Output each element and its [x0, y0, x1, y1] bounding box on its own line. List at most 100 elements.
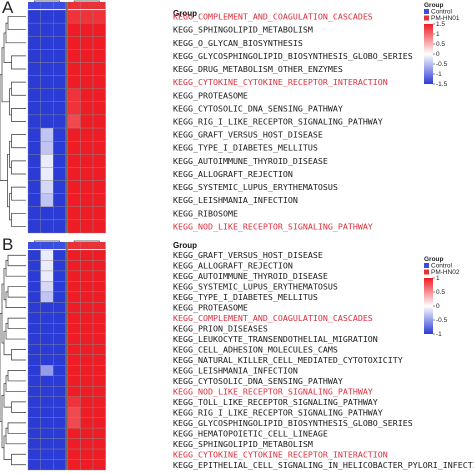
heatmap-cell	[80, 406, 94, 418]
heatmap-cell	[67, 114, 81, 129]
heatmap-cell	[67, 459, 81, 471]
heatmap-cell	[53, 36, 66, 50]
heatmap-cell	[80, 75, 94, 89]
legend-swatch	[424, 15, 429, 21]
row-label: KEGG_GRAFT_VERSUS_HOST_DISEASE	[173, 130, 323, 140]
dendrogram-branch	[7, 16, 26, 31]
heatmap-cell	[53, 438, 66, 450]
colorbar-tick-label: 1	[436, 275, 440, 282]
heatmap-cell	[92, 375, 106, 387]
heatmap-cell	[80, 459, 94, 471]
heatmap-cell	[53, 406, 66, 418]
colorbar-tick-label: 0	[436, 303, 440, 310]
row-label: KEGG_PRION_DISEASES	[173, 324, 268, 334]
row-label: KEGG_GLYCOSPHINGOLIPID_BIOSYNTHESIS_GLOB…	[173, 51, 413, 61]
heatmap-cell	[92, 62, 106, 76]
group-annotation-cell	[40, 242, 54, 249]
heatmap-cell	[40, 167, 54, 181]
panel-letter: B	[2, 235, 13, 254]
dendrogram-branch	[7, 254, 26, 267]
heatmap-cell	[67, 291, 81, 303]
row-label: KEGG_RIG_I_LIKE_RECEPTOR_SIGNALING_PATHW…	[173, 407, 383, 417]
dendrogram-branch	[5, 291, 26, 308]
heatmap-cell	[27, 438, 41, 450]
heatmap-cell	[67, 36, 81, 50]
heatmap-cell	[53, 101, 66, 116]
heatmap-cell	[80, 438, 94, 450]
column-dendrogram	[33, 0, 100, 2]
heatmap-cell	[53, 9, 66, 24]
heatmap-cell	[53, 114, 66, 129]
heatmap-cell	[40, 406, 54, 418]
heatmap-cell	[67, 180, 81, 194]
heatmap-cell	[80, 375, 94, 387]
group-separator	[65, 242, 68, 470]
heatmap-cell	[80, 206, 94, 221]
heatmap-cell	[40, 427, 54, 439]
dendrogram-branch	[1, 47, 10, 103]
heatmap-cell	[92, 154, 106, 168]
heatmap-cell	[80, 49, 94, 63]
heatmap-cell	[80, 427, 94, 439]
heatmap-cell	[27, 291, 41, 303]
row-label: KEGG_GLYCOSPHINGOLIPID_BIOSYNTHESIS_GLOB…	[173, 418, 413, 428]
heatmap-cell	[53, 386, 66, 397]
heatmap-cell	[27, 206, 41, 221]
heatmap-cell	[27, 88, 41, 102]
heatmap-cell	[40, 459, 54, 471]
dendrogram-branch	[73, 240, 100, 242]
heatmap-cell	[67, 260, 81, 272]
heatmap-cell	[67, 141, 81, 155]
heatmap-cell	[53, 448, 66, 460]
heatmap-cell	[67, 22, 81, 37]
heatmap-cell	[92, 167, 106, 181]
heatmap-cell	[67, 206, 81, 221]
dendrogram-branch	[5, 427, 26, 445]
heatmap-cell	[92, 36, 106, 50]
row-label: KEGG_TYPE_I_DIABETES_MELLITUS	[173, 292, 318, 302]
heatmap-cell	[27, 406, 41, 418]
dendrogram-branch	[0, 313, 2, 422]
heatmap-cell	[80, 88, 94, 102]
heatmap-cell	[40, 375, 54, 387]
heatmap-cell	[27, 260, 41, 272]
column-dendrogram	[33, 240, 100, 242]
heatmap-cell	[92, 127, 106, 142]
dendrogram-branch	[0, 74, 8, 181]
heatmap-cell	[92, 101, 106, 116]
row-label: KEGG_DRUG_METABOLISM_OTHER_ENZYMES	[173, 64, 343, 74]
heatmap-cell	[92, 365, 106, 376]
heatmap-cell	[67, 193, 81, 207]
heatmap-cell	[40, 270, 54, 282]
dendrogram-branch	[7, 422, 26, 434]
row-label: KEGG_NOD_LIKE_RECEPTOR_SIGNALING_PATHWAY	[173, 221, 373, 231]
heatmap-cell	[67, 75, 81, 89]
heatmap-cell	[27, 154, 41, 168]
heatmap-cell	[80, 270, 94, 282]
heatmap-cell	[67, 219, 81, 234]
row-label: KEGG_ALLOGRAFT_REJECTION	[173, 261, 293, 271]
dendrogram-branch	[11, 134, 26, 149]
heatmap-cell	[53, 180, 66, 194]
dendrogram-branch	[5, 322, 26, 340]
dendrogram-branch	[33, 240, 60, 242]
heatmap-cell	[53, 333, 66, 345]
dendrogram-branch	[3, 435, 12, 460]
heatmap-cell	[67, 386, 81, 397]
dendrogram-branch	[3, 32, 12, 63]
heatmap-cell	[67, 154, 81, 168]
colorbar-tick-label: 0	[436, 51, 440, 58]
heatmap-cell	[53, 291, 66, 303]
heatmap-cell	[27, 75, 41, 89]
row-label: KEGG_HEMATOPOIETIC_CELL_LINEAGE	[173, 428, 328, 438]
heatmap-cell	[27, 49, 41, 63]
group-annotation-cell	[67, 2, 81, 9]
row-label: KEGG_AUTOIMMUNE_THYROID_DISEASE	[173, 156, 328, 166]
heatmap-cell	[27, 448, 41, 460]
group-annotation-cell	[93, 2, 106, 9]
heatmap-cell	[92, 88, 106, 102]
row-label: KEGG_SPHINGOLIPID_METABOLISM	[173, 439, 313, 449]
group-separator	[65, 2, 68, 233]
heatmap-cell	[67, 333, 81, 345]
row-label: KEGG_CYTOSOLIC_DNA_SENSING_PATHWAY	[173, 103, 343, 113]
